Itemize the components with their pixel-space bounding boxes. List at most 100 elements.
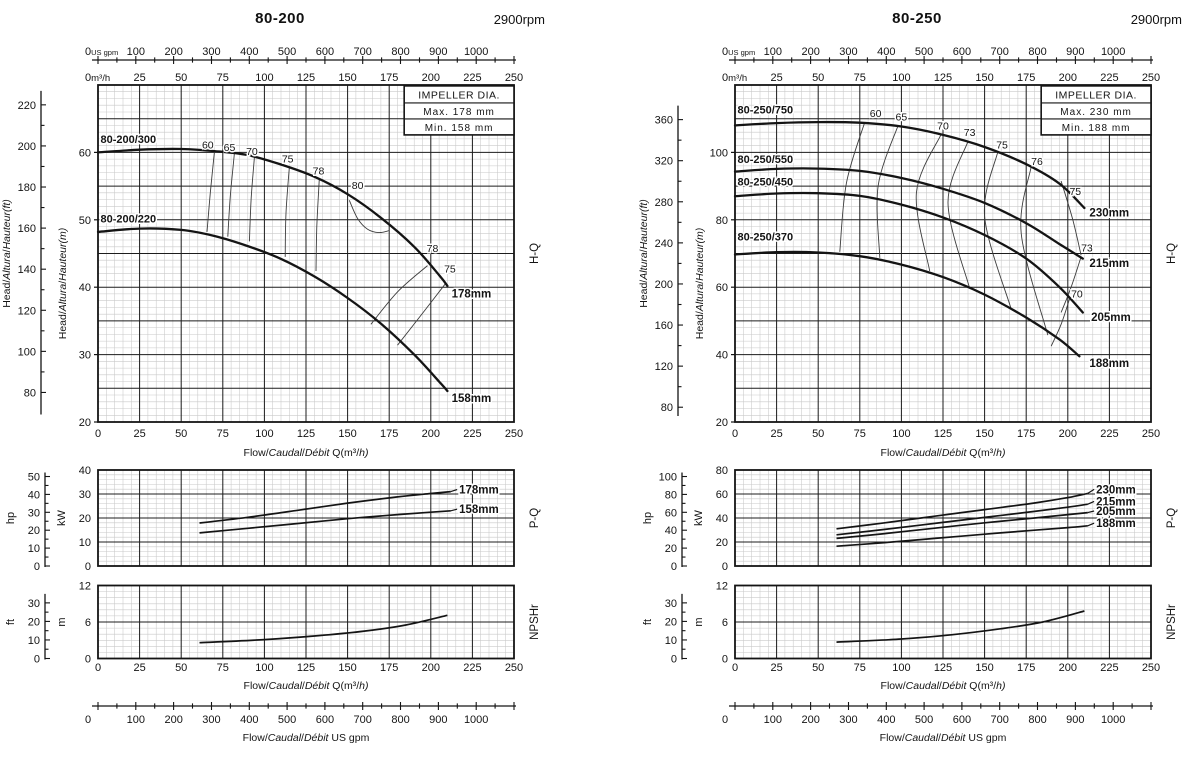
pq-curve-diameter-label: 230mm: [1096, 484, 1136, 496]
pq-ylabel-kw: kW: [56, 509, 68, 526]
impeller-table-header: IMPELLER DIA.: [1055, 90, 1137, 102]
hq-curve-diameter-label: 178mm: [452, 288, 492, 300]
efficiency-line-75: [397, 282, 447, 346]
hq-curve-diameter-label: 215mm: [1089, 258, 1129, 270]
hq-curve-diameter-label: 188mm: [1089, 358, 1129, 370]
gpm-axis-top-tick-label: 600: [316, 46, 334, 58]
npshr-x-tick-label: 125: [934, 662, 952, 674]
hq-curve-158mm: [96, 227, 449, 393]
npshr-x-tick-label: 0: [732, 662, 738, 674]
gpm-axis-top-tick-label: 600: [953, 46, 971, 58]
gpm-axis-top-zero-label: 0US gpm: [722, 46, 755, 58]
hq-x-tick-label: 25: [770, 428, 782, 440]
gpm-axis-bottom-tick-label: 800: [1028, 714, 1046, 726]
gpm-axis-bottom-tick-label: 500: [278, 714, 296, 726]
hq-x-tick-label: 200: [422, 428, 440, 440]
efficiency-label: 76: [1031, 156, 1043, 168]
hq-x-tick-label: 0: [732, 428, 738, 440]
hq-ft-label: 180: [18, 182, 36, 194]
efficiency-label: 75: [1069, 186, 1081, 198]
gpm-axis-bottom-label: Flow/Caudal/Débit US gpm: [243, 732, 370, 744]
efficiency-label: 75: [996, 139, 1008, 151]
efficiency-line-75: [284, 166, 290, 257]
gpm-axis-top-tick-label: 300: [202, 46, 220, 58]
gpm-axis-bottom-tick-label: 200: [164, 714, 182, 726]
hq-x-tick-label: 150: [975, 428, 993, 440]
npshr-x-tick-label: 175: [1017, 662, 1035, 674]
pq-hp-label: 0: [671, 561, 677, 573]
hq-x-tick-label: 250: [505, 428, 523, 440]
impeller-min: Min. 188 mm: [1062, 123, 1131, 134]
hq-box-border: [97, 84, 515, 423]
efficiency-label: 75: [282, 154, 294, 166]
hq-curve-diameter-label: 205mm: [1091, 312, 1131, 324]
gpm-axis-top-tick-label: 400: [877, 46, 895, 58]
gpm-axis-top-tick-label: 800: [1028, 46, 1046, 58]
hq-curve-name: 80-200/300: [100, 134, 156, 146]
hq-m-label: 100: [710, 147, 728, 159]
npshr-x-tick-label: 250: [1142, 662, 1160, 674]
pq-hp-label: 20: [28, 525, 40, 537]
hq-m-label: 60: [716, 282, 728, 294]
npshr-ft-label: 0: [34, 654, 40, 666]
pq-label-leader: [1087, 500, 1095, 505]
hq-x-tick-label: 150: [338, 428, 356, 440]
efficiency-line-70: [915, 133, 942, 272]
pq-label-leader: [1087, 488, 1095, 494]
gpm-axis-bottom-ticks: [734, 702, 1152, 710]
hq-curve-name: 80-250/750: [737, 105, 793, 117]
hq-ylabel-ft: Head/Altura/Hauteur(ft): [638, 199, 650, 308]
gpm-axis-top-tick-label: 200: [801, 46, 819, 58]
pq-hp-label: 20: [665, 543, 677, 555]
npshr-ft-label: 30: [665, 598, 677, 610]
efficiency-line-73: [947, 141, 971, 289]
hq-m-label: 20: [716, 417, 728, 429]
efficiency-line-60: [839, 121, 866, 252]
gpm-axis-top-ticks: [97, 56, 515, 64]
pq-label-leader: [1087, 510, 1095, 514]
pq-ylabel-kw: kW: [693, 509, 705, 526]
npshr-x-tick-label: 250: [505, 662, 523, 674]
efficiency-label: 78: [427, 243, 439, 255]
hq-x-tick-label: 75: [217, 428, 229, 440]
npshr-ylabel-ft: ft: [5, 619, 17, 625]
hq-m-label: 60: [79, 147, 91, 159]
gpm-axis-bottom-tick-label: 700: [991, 714, 1009, 726]
efficiency-line-65: [876, 125, 899, 258]
npshr-side-label: NPSHr: [1166, 604, 1178, 640]
hq-ft-label: 80: [24, 387, 36, 399]
hq-curve-205mm: [733, 191, 1084, 314]
gpm-axis-bottom-ticks: [97, 702, 515, 710]
efficiency-label: 60: [870, 108, 882, 120]
npshr-ylabel-m: m: [693, 617, 705, 626]
hq-ft-label: 200: [655, 279, 673, 291]
efficiency-label: 70: [1071, 288, 1083, 300]
hq-ft-label: 120: [655, 361, 673, 373]
chart-rpm-right: 2900rpm: [1130, 12, 1182, 27]
hq-ft-label: 140: [18, 264, 36, 276]
npshr-m-label: 12: [716, 581, 728, 593]
m3h-zero-label: 0m³/h: [722, 72, 747, 84]
impeller-max: Max. 178 mm: [423, 107, 495, 118]
efficiency-label: 75: [444, 263, 456, 275]
efficiency-label: 70: [937, 120, 949, 132]
m3h-zero-label: 0m³/h: [85, 72, 110, 84]
m3h-tick-label: 75: [854, 72, 866, 84]
gpm-axis-top-tick-label: 1000: [464, 46, 488, 58]
npshr-x-tick-label: 75: [217, 662, 229, 674]
m3h-tick-label: 175: [1017, 72, 1035, 84]
efficiency-line-75: [983, 151, 1012, 310]
gpm-axis-top-tick-label: 300: [839, 46, 857, 58]
m3h-tick-label: 250: [1142, 72, 1160, 84]
pq-curve-diameter-label: 178mm: [459, 485, 499, 497]
pq-curve-188mm: [836, 524, 1088, 548]
gpm-axis-bottom-tick-label: 400: [877, 714, 895, 726]
npshr-x-tick-label: 25: [133, 662, 145, 674]
pq-curve-230mm: [836, 492, 1088, 530]
gpm-axis-bottom-tick-label: 800: [391, 714, 409, 726]
gpm-axis-top-ticks: [734, 56, 1152, 64]
gpm-axis-top-tick-label: 500: [915, 46, 933, 58]
hq-ft-label: 240: [655, 238, 673, 250]
